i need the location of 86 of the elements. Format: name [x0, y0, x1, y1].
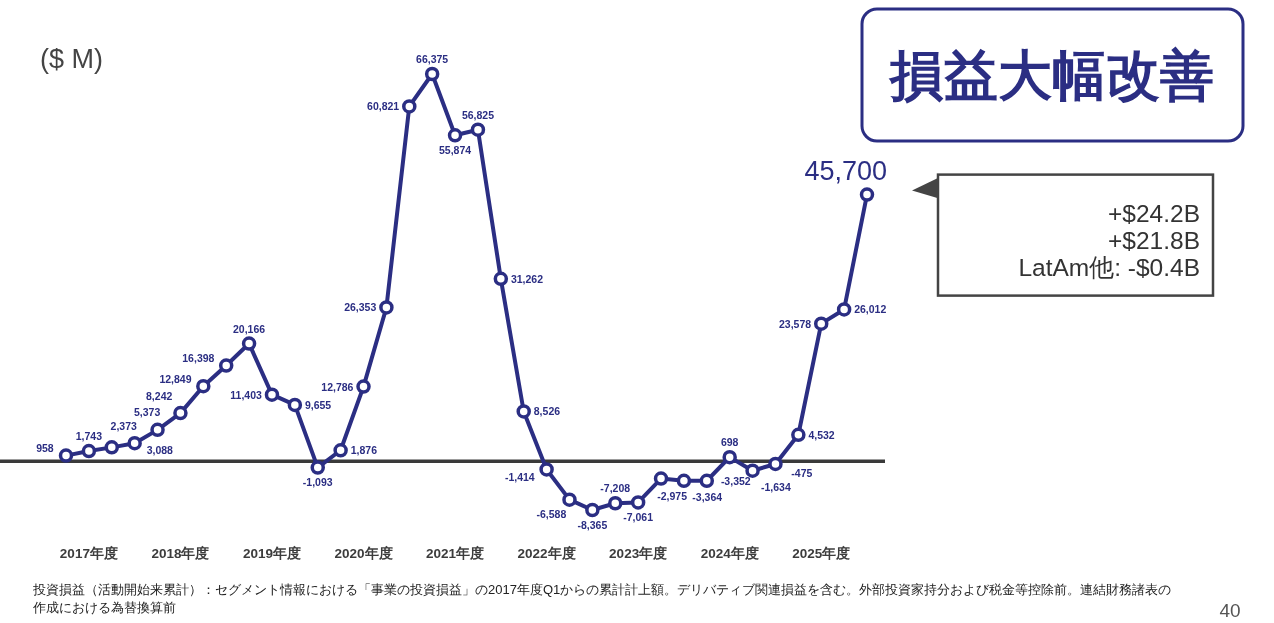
text: 40 [1219, 600, 1241, 621]
point [447, 128, 463, 143]
data-label: -1,414 [504, 470, 535, 483]
point [791, 427, 806, 443]
point [173, 405, 188, 421]
data-label: -3,352 [720, 474, 751, 487]
x-tick-label: 2017年度 [59, 545, 118, 561]
point [287, 397, 303, 413]
point [104, 440, 120, 455]
data-label: 20,166 [233, 322, 266, 335]
data-label: 5,373 [133, 406, 161, 419]
data-label: 1,876 [350, 444, 378, 457]
point [264, 387, 280, 402]
x-tick-label: 2020年度 [334, 545, 393, 561]
point [630, 495, 646, 510]
point [516, 404, 531, 419]
point [562, 492, 577, 507]
point [379, 300, 394, 315]
data-label: 958 [36, 442, 54, 455]
x-tick-label: 2024年度 [700, 545, 759, 561]
point [539, 462, 554, 477]
point [356, 379, 371, 394]
data-label: 698 [720, 436, 739, 449]
data-label: 66,375 [416, 53, 449, 66]
point [836, 302, 852, 317]
data-label: 31,262 [510, 272, 544, 285]
point [859, 187, 875, 202]
text: 投資損益（活動開始来累計）：セグメント情報における「事業の投資損益」の2017年度Q1からの累計計上額。デリバティブ関連損益を含む。外部投資家持分および税金等控除前。連結財務諸表の作成における為替換算前 [32, 582, 1172, 615]
data-label: -475 [791, 466, 813, 479]
data-label: 26,012 [854, 303, 887, 316]
x-tick-label: 2019年度 [242, 545, 301, 561]
data-label: 16,398 [182, 352, 215, 365]
x-tick-label: 2023年度 [609, 545, 668, 561]
data-label: 8,526 [533, 405, 561, 418]
x-tick-label: 2022年度 [517, 545, 576, 561]
data-label: 26,353 [344, 301, 377, 314]
data-label: -1,093 [302, 476, 333, 489]
x-tick-label: 2018年度 [151, 545, 210, 561]
point [470, 122, 486, 137]
point [813, 316, 829, 331]
data-label: -7,061 [623, 511, 654, 524]
data-label: -7,208 [600, 482, 631, 495]
point [218, 358, 234, 373]
data-label: 2,373 [110, 420, 138, 433]
data-label: 3,088 [146, 444, 174, 457]
title: 損益大幅改善 [860, 7, 1245, 143]
x-tick-label: 2021年度 [426, 545, 485, 561]
data-label: 4,532 [808, 428, 835, 441]
point [333, 443, 348, 458]
data-label: 8,242 [146, 390, 173, 403]
data-label: -1,634 [760, 480, 791, 493]
point [241, 336, 257, 351]
point [493, 271, 509, 287]
point [310, 460, 325, 475]
data-label: 23,578 [779, 317, 812, 330]
data-label: 1,743 [75, 430, 103, 443]
data-label: -3,364 [692, 490, 723, 503]
data-label: -6,588 [536, 508, 567, 521]
data-label: 11,403 [230, 388, 263, 401]
y-axis-title: ($ M) [40, 44, 103, 74]
point [58, 448, 74, 463]
point [699, 473, 715, 489]
point [608, 496, 623, 511]
point [81, 443, 97, 459]
data-label: -2,975 [657, 489, 688, 502]
data-label: -8,365 [577, 518, 608, 531]
data-label: 12,786 [321, 380, 354, 393]
point [402, 99, 417, 114]
point [768, 456, 783, 472]
point [722, 449, 737, 465]
point [196, 379, 211, 394]
data-label: 55,874 [438, 144, 472, 157]
point [127, 435, 142, 451]
callout: +$24.2B +$21.8B LatAm他: -$0.4B [912, 173, 1215, 297]
point [150, 422, 165, 438]
point [653, 471, 669, 486]
data-label: 12,849 [159, 373, 192, 386]
data-label: 9,655 [304, 398, 332, 411]
data-label: 45,700 [804, 155, 888, 186]
data-label: 56,825 [461, 108, 495, 121]
point [676, 473, 692, 489]
point [585, 502, 600, 518]
point [424, 66, 440, 82]
data-label: 60,821 [367, 100, 400, 113]
point [745, 463, 760, 478]
x-tick-label: 2025年度 [792, 545, 851, 561]
